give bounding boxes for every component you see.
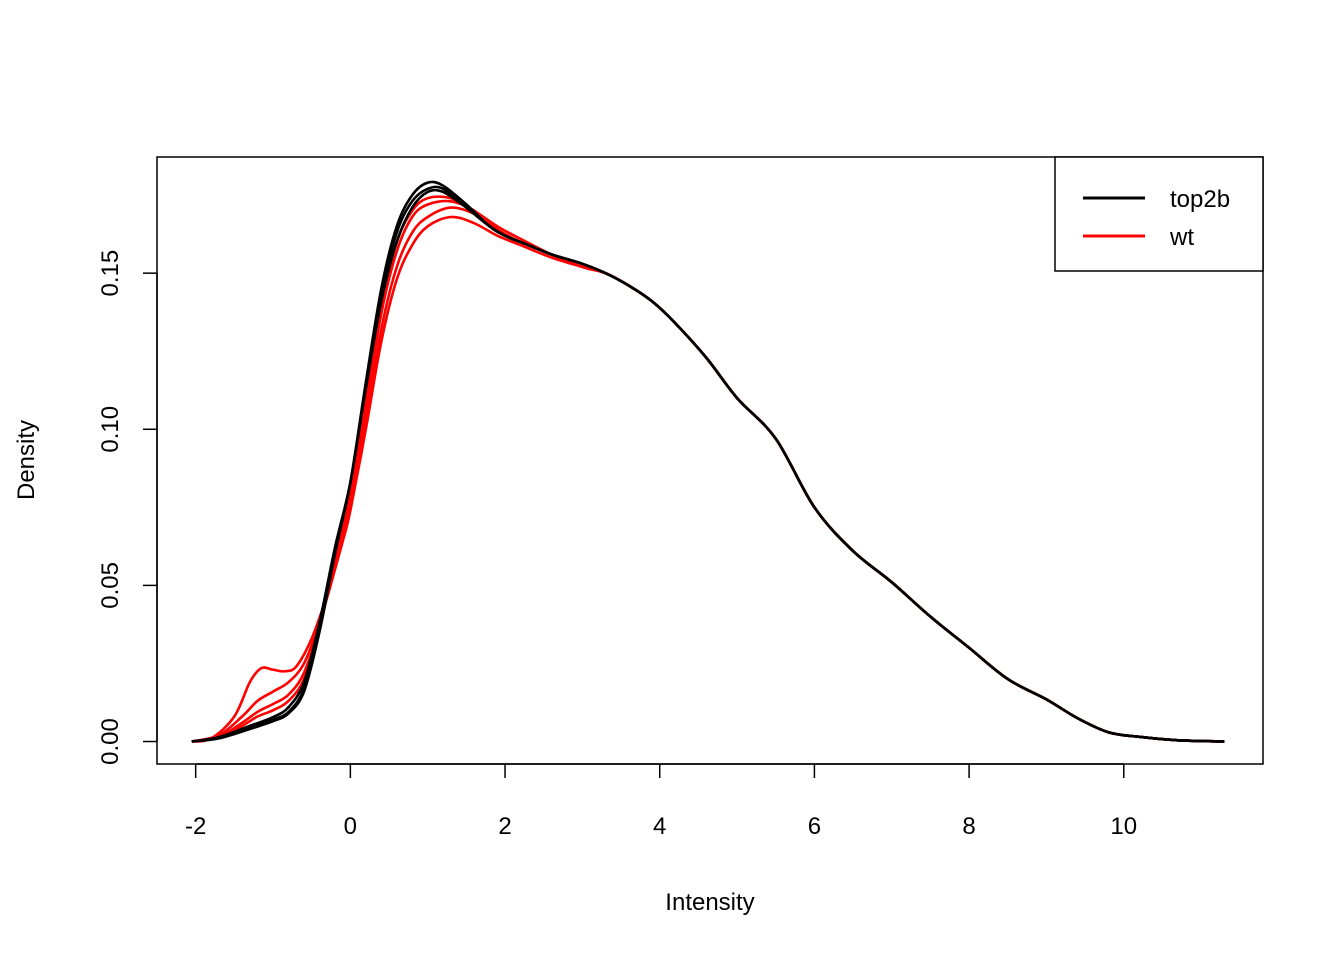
y-tick-label: 0.00	[97, 718, 124, 765]
x-axis: -2 0 2 4 6 8 10	[185, 763, 1137, 840]
density-line-top2b	[191, 188, 1225, 743]
series-layer	[191, 180, 1225, 743]
legend-label-wt: wt	[1169, 224, 1194, 251]
legend-label-top2b: top2b	[1170, 186, 1230, 213]
y-axis: 0.00 0.05 0.10 0.15	[97, 250, 158, 765]
density-line-wt	[191, 195, 1225, 743]
density-line-wt	[191, 199, 1225, 743]
x-tick-label: 10	[1110, 813, 1137, 840]
x-tick-label: 8	[962, 813, 975, 840]
x-tick-label: 0	[344, 813, 357, 840]
y-tick-label: 0.05	[97, 562, 124, 609]
density-line-wt	[191, 215, 1225, 743]
x-tick-label: 2	[498, 813, 511, 840]
y-tick-label: 0.15	[97, 250, 124, 297]
x-axis-title: Intensity	[665, 889, 754, 916]
x-tick-label: -2	[185, 813, 206, 840]
y-axis-title: Density	[13, 420, 40, 500]
density-line-wt	[191, 206, 1225, 743]
y-tick-label: 0.10	[97, 406, 124, 453]
x-tick-label: 4	[653, 813, 666, 840]
x-tick-label: 6	[808, 813, 821, 840]
legend: top2b wt	[1054, 156, 1264, 272]
legend-box	[1054, 156, 1264, 272]
